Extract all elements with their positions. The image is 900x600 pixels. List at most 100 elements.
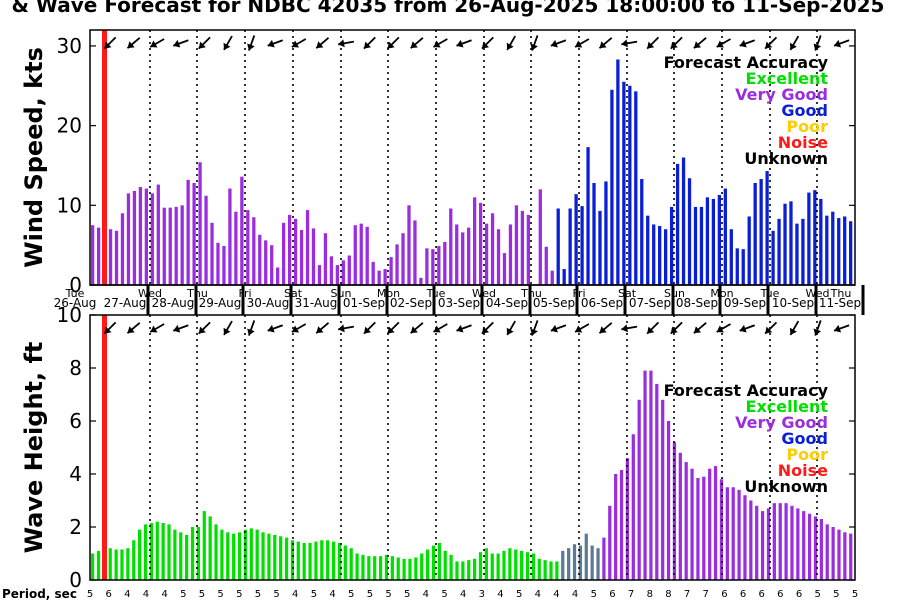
wind-direction-arrow (337, 39, 355, 48)
period-value: 5 (87, 589, 93, 600)
period-value: 8 (647, 589, 653, 600)
bar (711, 198, 716, 285)
date-label: 02-Sep (390, 296, 432, 310)
bar (849, 221, 853, 285)
bar (255, 529, 259, 580)
bar (628, 85, 632, 285)
bar (264, 240, 268, 286)
arrow-head (363, 41, 372, 49)
wind-direction-arrow (833, 324, 850, 333)
bar (802, 511, 806, 580)
day-label: Thu (186, 287, 208, 300)
bar (401, 233, 405, 285)
bar (801, 218, 805, 285)
bar (837, 529, 841, 580)
period-value: 6 (796, 589, 802, 600)
bar (813, 516, 818, 580)
wind-direction-arrow (739, 39, 756, 48)
arrow-head (530, 328, 538, 336)
period-value: 5 (217, 589, 223, 600)
bar (562, 269, 566, 285)
bar (249, 528, 253, 580)
bar (849, 533, 853, 581)
bar (396, 557, 400, 580)
wind-direction-arrow (550, 324, 567, 333)
bar (502, 253, 507, 286)
arrow-head (813, 43, 822, 51)
arrow-head (550, 324, 558, 333)
bar (514, 205, 519, 285)
period-value: 5 (833, 589, 839, 600)
wind-direction-arrow (574, 323, 590, 333)
y-tick-label: 30 (57, 34, 82, 58)
wind-direction-arrow (550, 39, 567, 48)
bar (713, 466, 718, 580)
wind-direction-arrow (291, 323, 307, 333)
bar (132, 190, 137, 285)
date-label: 10-Sep (772, 296, 814, 310)
wave-height-panel: 0 2 4 6 8 10 Wave Height, ft Forecast AccuracyE… (20, 303, 856, 592)
bar (652, 224, 656, 285)
bar (349, 548, 353, 580)
bar (543, 560, 547, 581)
wind-direction-arrow (789, 35, 800, 51)
bar (96, 550, 101, 580)
bar (825, 215, 829, 285)
arrow-head (599, 326, 607, 334)
bar (258, 234, 262, 285)
bar (819, 519, 823, 580)
period-value: 4 (572, 589, 578, 600)
bar (622, 81, 626, 285)
bar (461, 561, 465, 580)
bar (299, 230, 304, 285)
bar (108, 548, 112, 580)
wind-direction-arrow (433, 38, 448, 48)
wind-direction-arrow (363, 321, 376, 335)
bar (766, 508, 771, 580)
bar (731, 487, 735, 580)
wind-direction-arrow (126, 322, 141, 334)
plot-frame (89, 314, 856, 581)
bar (555, 561, 559, 580)
bar (162, 207, 166, 285)
bar (783, 203, 787, 285)
wind-direction-arrow (386, 36, 400, 50)
bar (185, 534, 189, 580)
wind-direction-arrow (670, 36, 683, 50)
date-label: 30-Aug (247, 296, 290, 310)
wind-direction-arrow (764, 36, 778, 50)
bar (537, 558, 541, 580)
bar (190, 527, 195, 580)
bar (666, 421, 671, 580)
bar (305, 210, 310, 285)
wind-direction-arrow (103, 321, 117, 335)
wind-direction-arrow (506, 35, 516, 51)
arrow-head (530, 43, 538, 51)
bar (795, 223, 799, 285)
arrow-head (481, 326, 490, 334)
bar (755, 505, 759, 580)
period-value: 8 (665, 589, 671, 600)
bar (341, 260, 345, 285)
y-axis-label: Wind Speed, kts (20, 47, 48, 268)
bar (425, 549, 430, 580)
bar (643, 370, 647, 580)
y-tick-label: 4 (69, 462, 82, 486)
arrow-head (104, 326, 112, 334)
bar (717, 194, 721, 285)
bar (490, 553, 494, 580)
y-tick-label: 6 (69, 409, 82, 433)
bar (696, 477, 700, 580)
bar (161, 523, 165, 580)
bar (228, 188, 232, 285)
period-value: 5 (404, 589, 410, 600)
legend-title: Forecast Accuracy (664, 381, 829, 400)
bar (383, 269, 387, 285)
arrow-head (621, 324, 628, 333)
bar (196, 527, 201, 580)
wind-direction-arrow (789, 320, 800, 336)
period-value: 6 (721, 589, 727, 600)
bar (789, 201, 793, 285)
period-value: 5 (852, 589, 858, 600)
wind-direction-arrow (126, 37, 141, 49)
